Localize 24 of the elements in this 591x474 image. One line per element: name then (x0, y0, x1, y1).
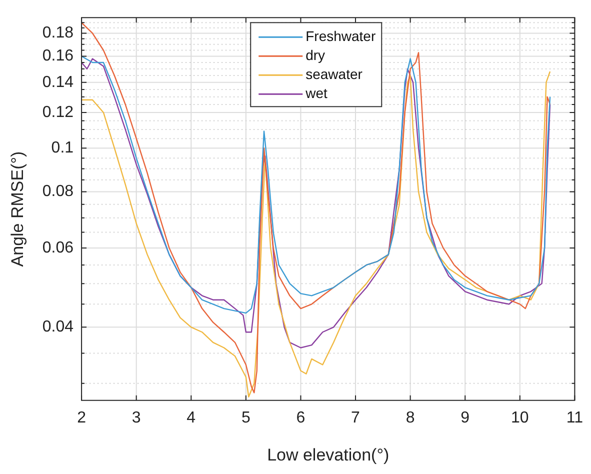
legend-label: Freshwater (306, 28, 376, 44)
x-tick-label: 5 (241, 409, 250, 426)
x-tick-label: 2 (77, 409, 86, 426)
legend-label: wet (304, 84, 328, 101)
y-tick-label: 0.18 (42, 24, 74, 42)
legend-label: dry (306, 46, 326, 63)
x-axis-title: Low elevation(°) (267, 445, 390, 464)
y-tick-label: 0.12 (42, 104, 74, 121)
y-tick-label: 0.08 (42, 183, 74, 200)
y-axis-title: Angle RMSE(°) (8, 151, 27, 267)
x-tick-label: 10 (511, 409, 529, 426)
y-tick-label: 0.14 (42, 74, 74, 91)
x-tick-label: 7 (351, 409, 360, 426)
x-tick-label: 6 (296, 409, 306, 426)
y-tick-label: 0.16 (42, 48, 74, 65)
y-tick-label: 0.04 (42, 318, 74, 336)
x-tick-label: 3 (132, 409, 141, 426)
legend-label: seawater (306, 66, 363, 82)
x-tick-label: 9 (460, 409, 470, 426)
x-tick-label: 8 (406, 409, 415, 426)
y-tick-label: 0.1 (51, 140, 74, 157)
x-tick-label: 4 (186, 409, 196, 426)
y-tick-label: 0.06 (42, 239, 74, 256)
x-tick-label: 11 (566, 409, 584, 426)
